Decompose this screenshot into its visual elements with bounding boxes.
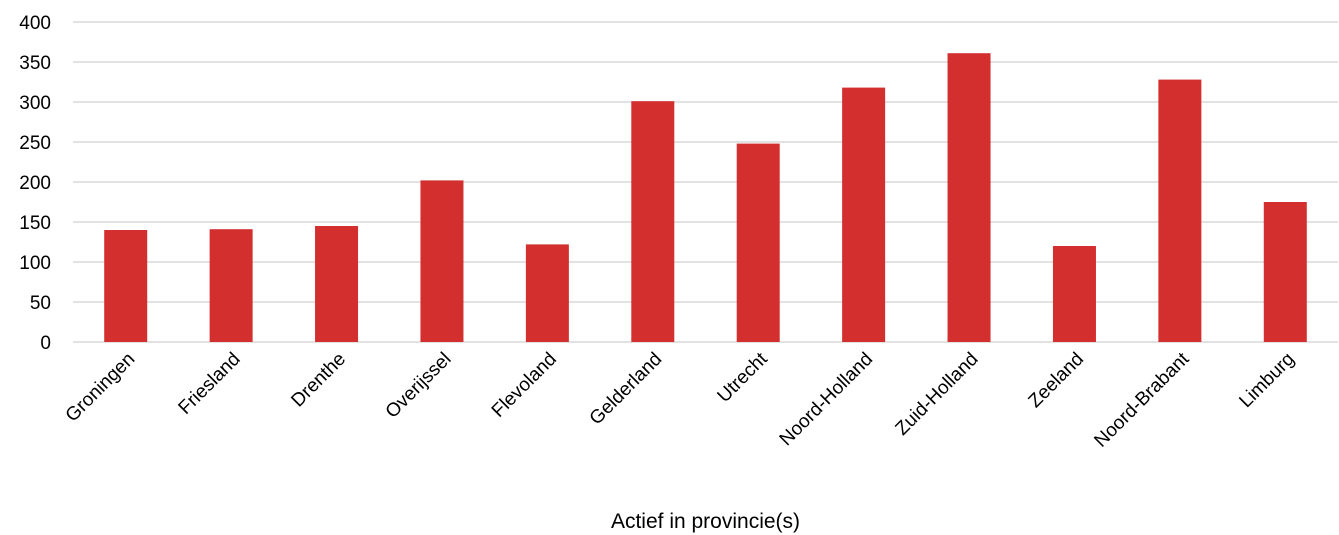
y-tick-label: 200 bbox=[19, 173, 51, 194]
x-tick-label: Noord-Holland bbox=[776, 349, 877, 450]
y-tick-label: 400 bbox=[19, 13, 51, 34]
bar-flevoland bbox=[525, 244, 569, 342]
x-tick-label: Zuid-Holland bbox=[892, 349, 983, 440]
x-tick-label: Drenthe bbox=[287, 349, 350, 412]
bar-friesland bbox=[209, 229, 253, 342]
x-tick-label: Noord-Brabant bbox=[1090, 348, 1193, 451]
y-tick-label: 150 bbox=[19, 213, 51, 234]
x-tick-label: Groningen bbox=[62, 349, 140, 427]
x-tick-label: Friesland bbox=[175, 349, 245, 419]
x-tick-label: Flevoland bbox=[488, 349, 561, 422]
y-axis-tick-labels: 0 50 100 150 200 250 300 350 400 bbox=[19, 13, 51, 354]
bar-noord-brabant bbox=[1158, 79, 1202, 342]
gridlines bbox=[73, 21, 1338, 343]
x-axis-tick-labels: Groningen Friesland Drenthe Overijssel Flevo… bbox=[62, 348, 1299, 451]
x-tick-label: Overijssel bbox=[382, 349, 456, 423]
y-tick-label: 300 bbox=[19, 93, 51, 114]
y-tick-label: 50 bbox=[30, 293, 51, 314]
y-tick-label: 100 bbox=[19, 253, 51, 274]
bar-drenthe bbox=[315, 226, 359, 342]
bar-overijssel bbox=[420, 180, 464, 342]
bar-noord-holland bbox=[842, 87, 886, 342]
x-tick-label: Gelderland bbox=[586, 349, 667, 430]
bars bbox=[104, 53, 1307, 342]
y-tick-label: 0 bbox=[40, 333, 51, 354]
bar-utrecht bbox=[736, 143, 780, 342]
x-tick-label: Zeeland bbox=[1025, 349, 1088, 412]
x-tick-label: Limburg bbox=[1235, 349, 1298, 412]
bar-zeeland bbox=[1052, 246, 1096, 342]
x-axis-label: Actief in provincie(s) bbox=[611, 510, 800, 533]
y-tick-label: 350 bbox=[19, 53, 51, 74]
bar-groningen bbox=[104, 230, 148, 342]
x-tick-label: Utrecht bbox=[714, 348, 773, 407]
bar-limburg bbox=[1263, 202, 1307, 342]
bar-zuid-holland bbox=[947, 53, 991, 342]
bar-gelderland bbox=[631, 101, 675, 342]
y-tick-label: 250 bbox=[19, 133, 51, 154]
